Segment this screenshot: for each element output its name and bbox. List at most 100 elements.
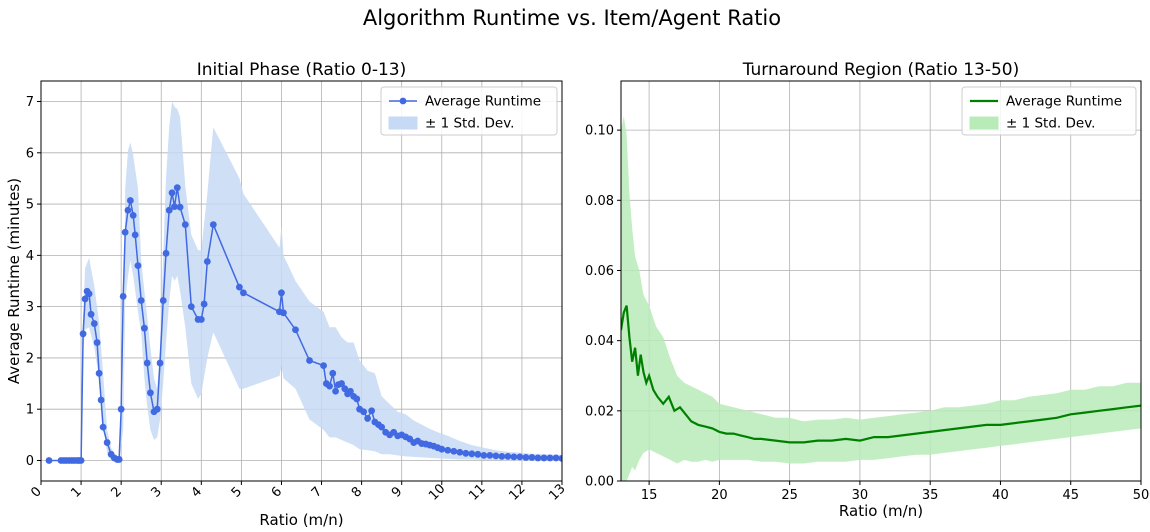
y-tick-label: 0	[26, 454, 34, 469]
data-point	[528, 454, 536, 461]
x-tick-label: 7	[309, 484, 325, 500]
x-tick-label: 35	[922, 488, 939, 503]
data-point	[353, 395, 361, 403]
data-point	[81, 295, 89, 303]
x-tick-label: 8	[349, 484, 365, 500]
data-point	[143, 359, 151, 367]
legend-box	[961, 86, 1137, 136]
data-point	[99, 423, 107, 431]
legend-swatch-band	[388, 116, 418, 130]
data-point	[147, 389, 154, 397]
data-point	[77, 457, 85, 464]
x-tick-label: 0	[28, 484, 44, 500]
data-point	[486, 451, 494, 459]
data-point	[280, 309, 287, 317]
y-tick-label: 0.10	[585, 124, 614, 139]
x-axis-label: Ratio (m/n)	[839, 502, 923, 520]
data-point	[159, 297, 167, 304]
data-point	[522, 454, 530, 461]
x-tick-label: 1	[68, 484, 84, 500]
data-point	[165, 206, 173, 214]
y-tick-label: 0.04	[585, 334, 614, 349]
data-point	[162, 249, 170, 257]
data-point	[137, 297, 145, 304]
x-tick-label: 11	[466, 481, 488, 503]
legend-label: Average Runtime	[1006, 94, 1122, 110]
data-point	[117, 405, 125, 413]
data-point	[364, 415, 372, 422]
data-point	[87, 310, 95, 318]
data-point	[140, 324, 148, 332]
legend-label: ± 1 Std. Dev.	[1006, 116, 1095, 132]
data-point	[171, 203, 178, 211]
data-point	[153, 405, 161, 413]
data-point	[176, 203, 184, 211]
data-point	[292, 326, 299, 334]
data-point	[360, 408, 368, 416]
data-point	[203, 258, 211, 265]
data-point	[438, 445, 446, 453]
data-point	[444, 446, 452, 454]
data-point	[534, 454, 542, 462]
data-point	[320, 362, 327, 370]
data-point	[131, 231, 139, 239]
x-tick-label: 30	[852, 488, 869, 503]
data-point	[474, 450, 482, 458]
y-tick-label: 0.00	[585, 475, 614, 490]
figure-title: Algorithm Runtime vs. Item/Agent Ratio	[363, 6, 781, 30]
data-point	[368, 407, 376, 415]
x-tick-label: 2	[108, 484, 124, 500]
data-point	[510, 453, 518, 461]
data-point	[239, 289, 247, 297]
std-dev-band	[49, 101, 562, 461]
data-point	[119, 292, 127, 300]
data-point	[187, 303, 195, 311]
data-point	[45, 457, 53, 464]
axes-frame	[620, 80, 1142, 482]
x-tick-label: 4	[189, 484, 205, 500]
data-point	[378, 423, 386, 431]
data-point	[504, 452, 512, 460]
plot-area	[45, 101, 562, 464]
legend-swatch-band	[969, 116, 999, 130]
y-axis-label: Average Runtime (minutes)	[5, 178, 23, 384]
data-point	[200, 300, 208, 308]
y-tick-label: 0.08	[585, 194, 614, 209]
x-tick-label: 20	[711, 488, 728, 503]
data-point	[341, 385, 349, 393]
y-tick-label: 4	[26, 249, 34, 264]
data-point	[346, 387, 354, 395]
data-point	[480, 451, 488, 459]
x-tick-label: 3	[149, 484, 165, 500]
data-point	[181, 221, 189, 228]
data-point	[115, 456, 123, 463]
data-point	[516, 453, 524, 461]
right-chart-panel: 15 20 25 30 35 40 45 50 0.00 0.02 0.04 0.06 0.08 0.10…	[585, 60, 1149, 520]
x-tick-label: 6	[269, 484, 285, 500]
y-tick-label: 0.02	[585, 404, 614, 419]
y-tick-label: 2	[26, 351, 34, 366]
legend-marker	[399, 97, 407, 105]
data-point	[79, 330, 87, 338]
data-point	[498, 452, 506, 460]
data-point	[156, 359, 164, 367]
data-point	[462, 449, 470, 457]
data-point	[93, 339, 101, 346]
x-tick-label: 12	[506, 481, 528, 503]
data-point	[306, 357, 313, 364]
x-tick-label: 25	[781, 488, 798, 503]
legend-label: Average Runtime	[425, 94, 541, 110]
legend-label: ± 1 Std. Dev.	[425, 116, 514, 132]
data-point	[121, 228, 129, 236]
legend: Average Runtime ± 1 Std. Dev.	[961, 86, 1137, 136]
data-point	[326, 382, 333, 390]
data-point	[95, 369, 103, 377]
y-tick-label: 6	[26, 146, 34, 161]
data-point	[90, 320, 98, 327]
data-point	[129, 211, 137, 219]
data-point	[546, 454, 554, 462]
data-point	[338, 380, 345, 387]
data-point	[456, 448, 464, 456]
data-point	[278, 289, 285, 297]
